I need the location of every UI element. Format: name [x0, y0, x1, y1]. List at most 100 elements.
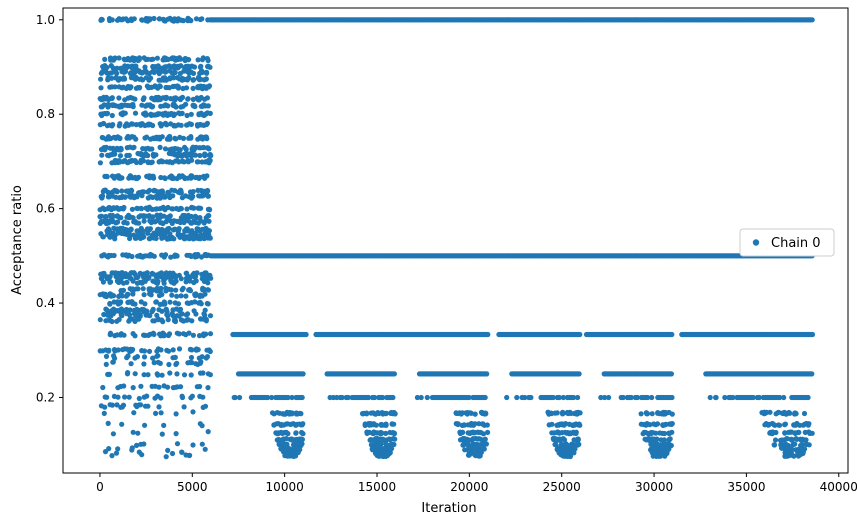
data-point	[130, 291, 136, 297]
data-point	[153, 410, 159, 416]
data-point	[159, 372, 165, 378]
data-point	[166, 134, 172, 140]
data-point	[146, 348, 153, 354]
data-point	[97, 214, 103, 220]
data-point	[653, 453, 660, 459]
data-point	[161, 103, 167, 109]
data-point	[182, 228, 188, 234]
data-point	[183, 293, 189, 299]
data-point	[181, 68, 187, 74]
data-point	[132, 110, 139, 116]
legend-label-chain-0: Chain 0	[771, 236, 821, 251]
data-point	[103, 293, 110, 300]
data-point	[111, 205, 117, 211]
data-point	[156, 97, 162, 103]
data-point	[199, 193, 205, 199]
data-point	[199, 112, 205, 118]
data-point	[172, 188, 178, 194]
data-point	[146, 173, 152, 179]
data-point	[644, 421, 650, 427]
data-point	[99, 274, 105, 281]
data-point	[160, 76, 166, 82]
data-point	[101, 410, 107, 416]
data-point	[115, 347, 121, 353]
data-point	[286, 411, 292, 417]
data-point	[183, 85, 190, 91]
data-point	[162, 175, 168, 182]
data-point	[172, 354, 178, 360]
data-point	[171, 280, 177, 286]
data-point	[204, 95, 210, 101]
data-point	[150, 355, 156, 361]
data-point	[170, 206, 176, 212]
data-point	[143, 205, 149, 211]
data-point	[120, 402, 127, 408]
data-point	[134, 354, 140, 360]
data-point	[111, 56, 117, 62]
data-point	[193, 16, 200, 22]
data-point	[165, 16, 171, 22]
data-point	[180, 285, 186, 291]
data-point	[169, 151, 175, 157]
data-point	[152, 219, 158, 225]
data-point	[643, 410, 649, 416]
data-point	[799, 436, 806, 442]
data-point	[177, 174, 183, 180]
data-point	[472, 411, 478, 417]
data-point	[119, 188, 125, 194]
data-point	[177, 306, 184, 312]
data-point	[98, 146, 105, 153]
data-point	[105, 101, 111, 108]
data-point	[165, 332, 172, 339]
data-point	[178, 293, 184, 299]
data-point	[167, 274, 173, 280]
data-point	[171, 75, 177, 81]
data-point	[123, 16, 129, 22]
data-point	[205, 371, 211, 377]
data-point	[809, 17, 815, 23]
data-point	[111, 353, 117, 359]
data-point	[176, 313, 182, 319]
data-point	[383, 411, 389, 417]
y-axis-label: Acceptance ratio	[10, 185, 25, 295]
data-point	[777, 422, 783, 428]
data-point	[100, 234, 106, 240]
data-point	[110, 311, 116, 317]
data-point	[134, 306, 140, 312]
data-point	[195, 205, 202, 211]
data-point	[299, 422, 305, 428]
data-point	[122, 102, 128, 108]
data-point	[156, 159, 162, 165]
data-point	[171, 95, 177, 101]
data-point	[138, 159, 144, 166]
data-point	[115, 394, 121, 400]
data-point	[164, 312, 170, 318]
data-point	[461, 422, 467, 428]
data-point	[145, 85, 152, 91]
data-point	[172, 123, 179, 129]
x-tick-label: 35000	[727, 480, 765, 494]
data-point	[195, 187, 201, 193]
data-point	[165, 189, 171, 195]
data-point	[180, 219, 187, 225]
data-point	[117, 153, 124, 159]
data-point	[801, 410, 808, 417]
data-point	[476, 452, 482, 458]
data-point	[571, 422, 577, 428]
data-point	[116, 95, 122, 101]
data-point	[129, 65, 135, 71]
data-point	[465, 452, 472, 458]
data-point	[147, 16, 153, 22]
data-point	[462, 447, 468, 453]
data-point	[201, 278, 207, 284]
data-point	[148, 112, 154, 118]
data-point	[147, 146, 153, 152]
data-point	[193, 311, 199, 317]
data-point	[170, 347, 176, 353]
data-point	[201, 311, 207, 317]
data-point	[147, 102, 153, 108]
data-point	[299, 429, 305, 436]
data-point	[134, 403, 140, 410]
data-point	[134, 286, 140, 292]
